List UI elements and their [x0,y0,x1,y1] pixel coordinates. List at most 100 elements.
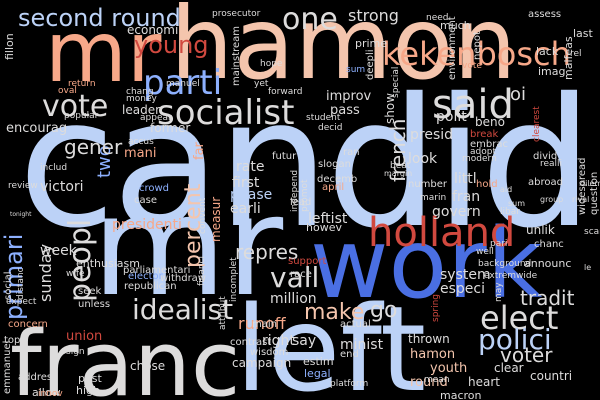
word: littl [454,171,477,187]
word: convent [198,197,208,234]
word: voter [500,343,553,367]
word: runoff [238,314,286,333]
word: union [66,329,103,344]
word: end [340,349,359,360]
word: libar [500,207,520,217]
word: contrast [230,337,272,348]
word: rate [236,159,265,175]
word: environment [447,16,458,80]
word: encourag [6,121,68,136]
word: macron [440,389,482,400]
word: last [573,27,593,40]
word: race [290,269,312,280]
word: hamon [170,0,517,102]
word: week [40,243,77,259]
word: gener [64,135,123,159]
word: pass [330,103,360,118]
word: sign [66,347,85,357]
word: beno [475,115,505,129]
word: republican [124,281,177,292]
word: ran [343,147,360,158]
word: elector [128,271,163,282]
word: lack [536,45,559,58]
word: countri [530,369,573,383]
word: appear [140,113,172,123]
word: tonight [10,211,32,218]
word: pari [490,239,508,249]
word: make [304,300,365,325]
word: concern [8,319,48,330]
word: thrown [408,332,450,346]
word: franc [10,312,241,400]
word: far [192,142,207,160]
word: campaign [232,356,292,370]
word: financi [197,255,207,286]
word: forward [268,87,303,97]
word: seek [78,286,102,297]
word: vote [462,61,482,71]
word: candid [18,60,593,267]
word: first [232,175,260,191]
word: youth [430,361,468,376]
word: background [478,259,532,269]
word: may [494,282,504,302]
word: chang [126,87,154,97]
word: return [68,79,96,89]
word: vall [270,261,320,294]
word: special [391,66,401,98]
word: especi [440,281,485,297]
word: mr [92,166,284,327]
word: platform [330,379,369,389]
word: left [235,280,427,400]
word: imag [538,65,566,78]
word: main [252,319,277,330]
word: vote [42,89,109,124]
word: look [408,151,438,167]
word: million [270,291,317,307]
word: presid [410,127,454,143]
word: announc [524,257,572,270]
word: kekenbosch [382,35,571,73]
word: wife [66,269,85,279]
word: hold [476,179,498,190]
word: much [440,19,471,32]
word: well [476,247,494,257]
word: hope [260,59,283,69]
word: mr [45,3,162,101]
word: leftist [308,211,348,227]
word: economi [127,23,179,37]
word: idealist [132,293,234,326]
word: measur [209,196,223,242]
word: le [584,263,592,272]
word: abroad [528,177,563,188]
word: high [76,384,100,397]
word: extremwide [484,271,538,281]
word: allow [32,386,61,399]
word: emmanuel [2,340,13,394]
word: accus [128,137,154,147]
word: margin [384,169,413,178]
word: phase [230,187,273,203]
word: hamon [410,347,456,362]
word: number [408,179,448,190]
word: money [126,94,157,104]
word: adopt [470,147,496,157]
word: improv [326,89,372,104]
word: tradit [520,286,575,310]
word: rel [570,49,582,59]
word: wisdom [250,347,289,358]
word: aid [500,185,513,194]
word: need [426,13,449,23]
word: top [4,335,21,346]
word: mainstream [231,25,242,86]
word: incomplet [229,257,239,302]
word: minist [340,337,384,353]
word: includ [40,163,68,173]
word: go [370,298,398,323]
word: unless [78,299,111,310]
word: divid [533,151,558,162]
word: fillon [3,33,16,60]
word: parliamentari [123,265,191,276]
word: beat [390,161,411,171]
